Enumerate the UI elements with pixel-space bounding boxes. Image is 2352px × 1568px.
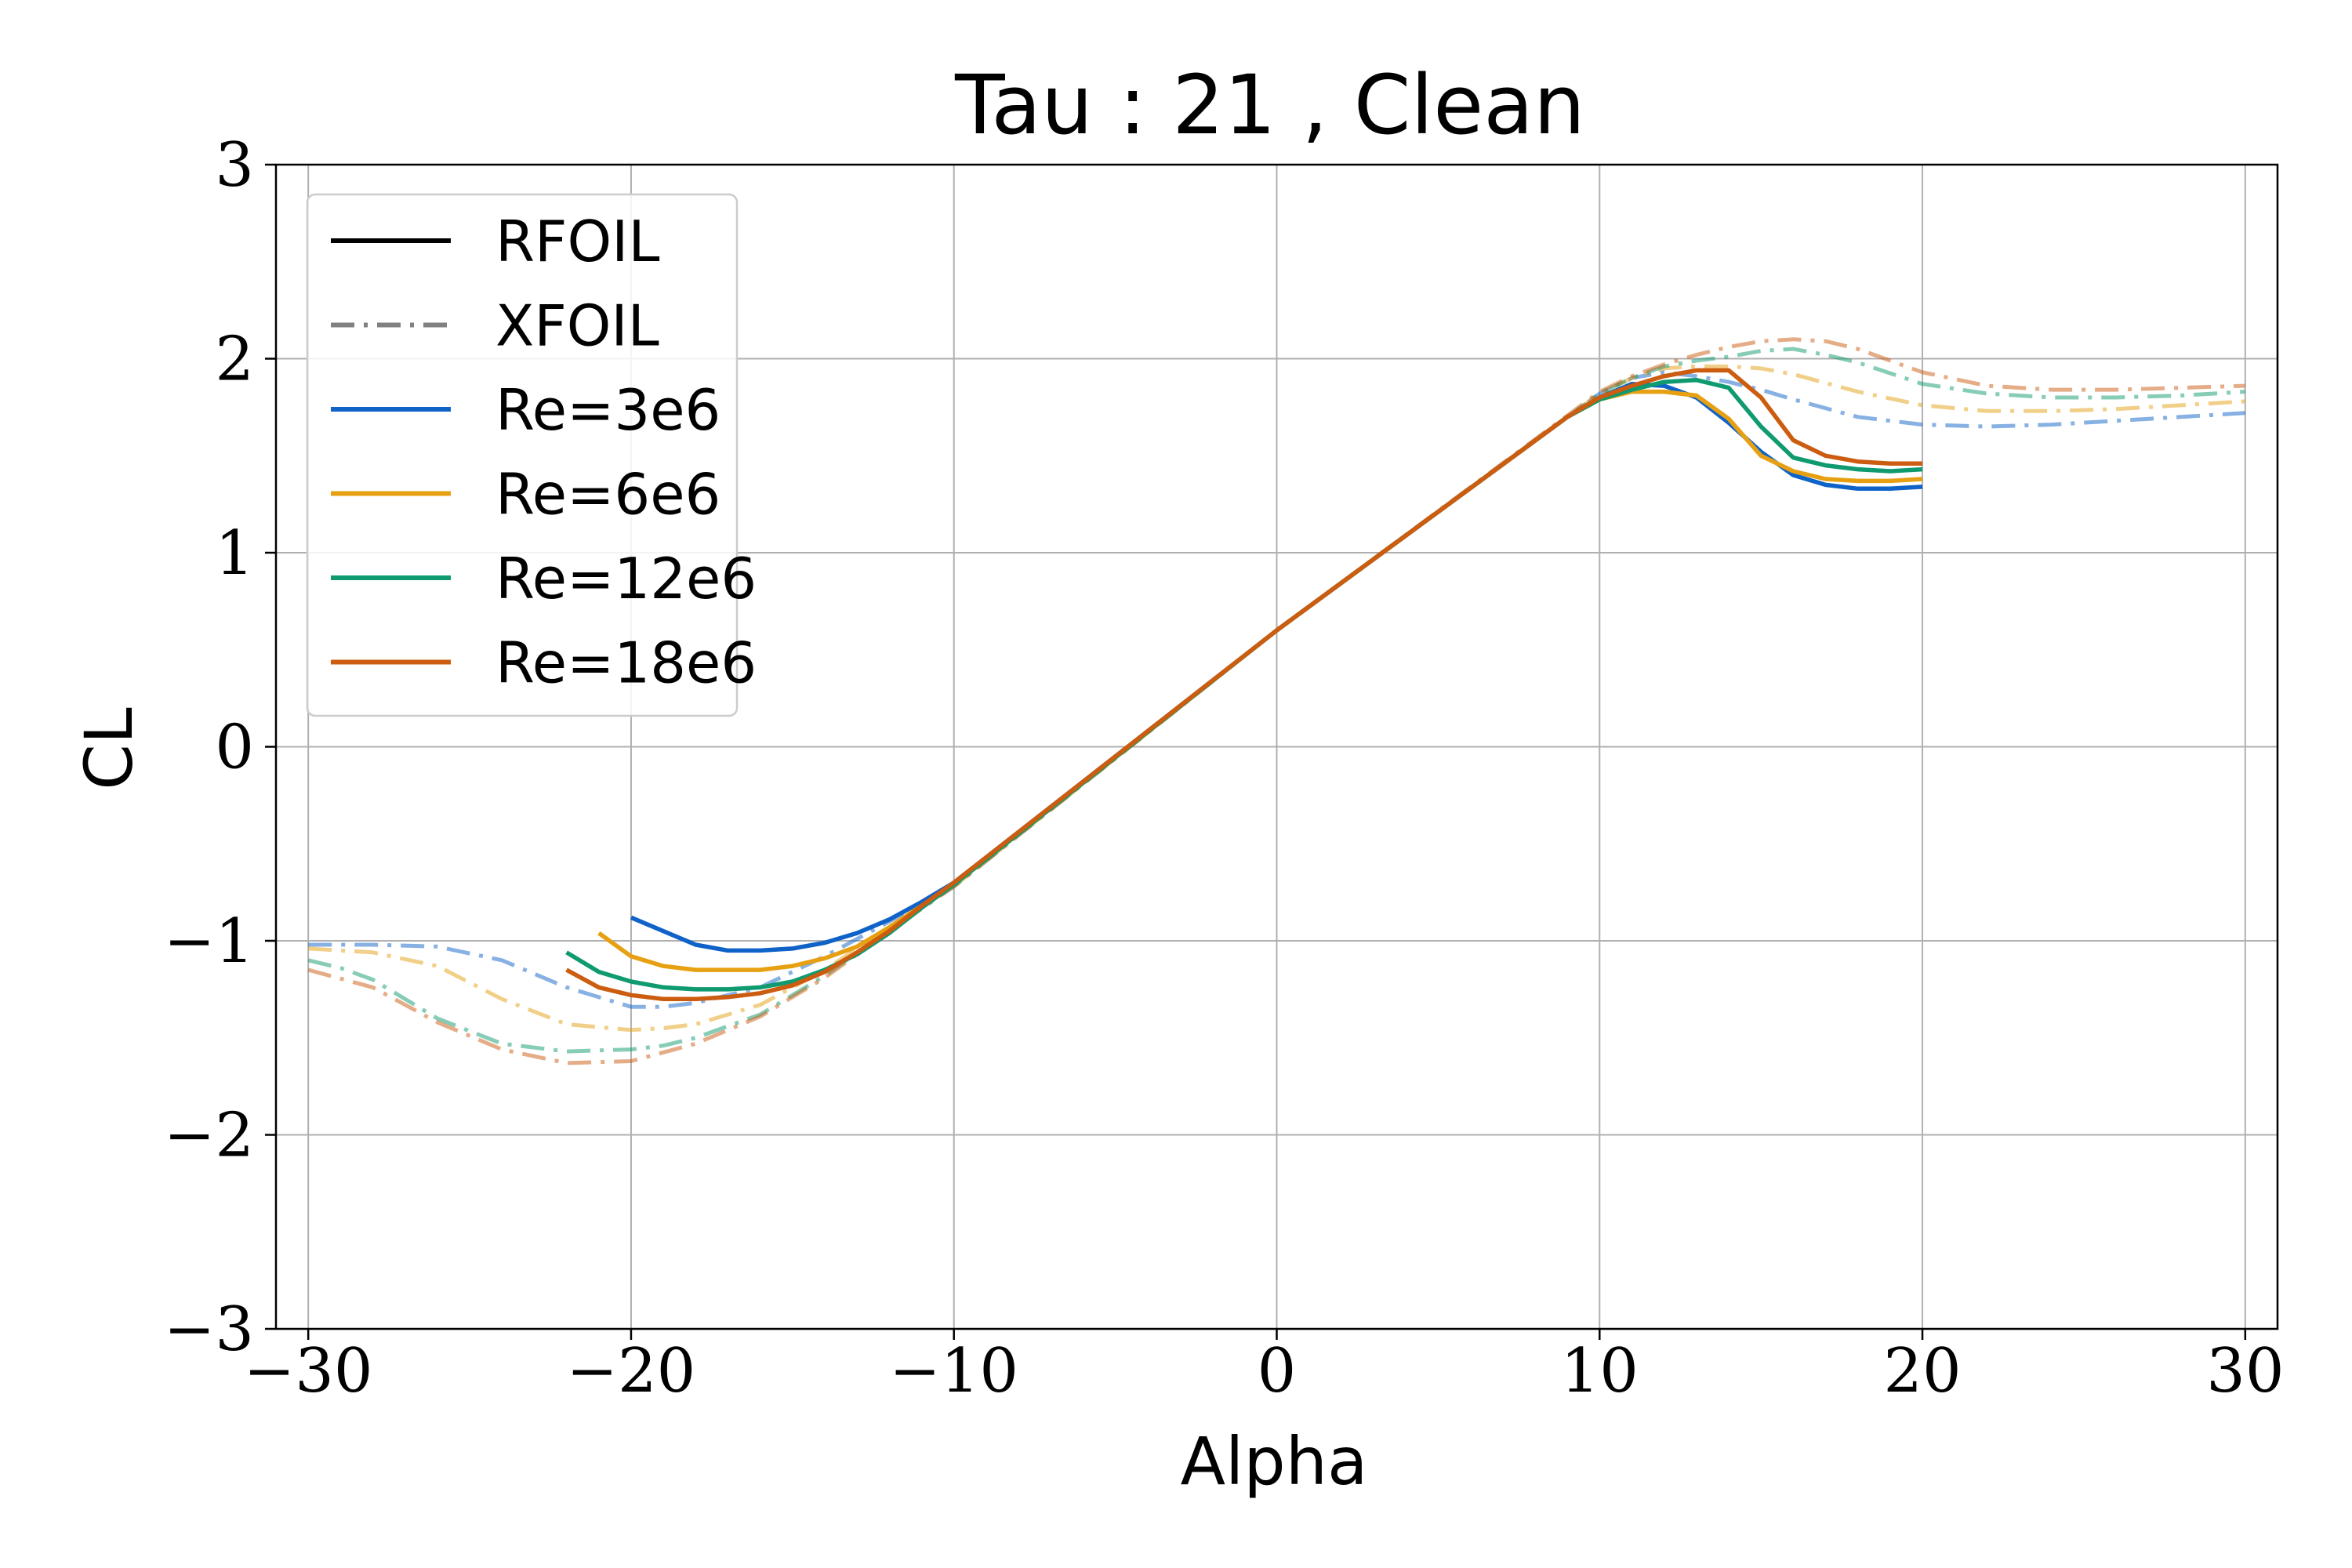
x-tick-label: 30 bbox=[2206, 1336, 2284, 1406]
y-axis-label: CL bbox=[71, 707, 147, 790]
legend-label: Re=18e6 bbox=[495, 630, 757, 696]
x-tick-label: −30 bbox=[244, 1336, 373, 1406]
legend-label: Re=12e6 bbox=[495, 546, 757, 612]
legend: RFOIL XFOIL Re=3e6 Re=6e6 Re=12e6 Re=18e6 bbox=[306, 193, 757, 717]
x-tick-label: 0 bbox=[1258, 1336, 1297, 1406]
legend-box bbox=[306, 193, 739, 717]
y-tick-label: 0 bbox=[215, 713, 254, 783]
legend-label: RFOIL bbox=[495, 209, 659, 274]
xfoil-series-re-18e6 bbox=[307, 337, 2245, 1065]
x-tick-label: −10 bbox=[889, 1336, 1018, 1406]
xfoil-series-re-3e6 bbox=[308, 370, 2245, 1009]
legend-label: Re=6e6 bbox=[495, 462, 720, 528]
y-tick-label: −3 bbox=[164, 1294, 254, 1365]
legend-label: Re=3e6 bbox=[495, 377, 720, 443]
x-tick-label: −20 bbox=[567, 1336, 696, 1406]
chart-title: Tau : 21 , Clean bbox=[954, 57, 1585, 153]
y-tick-label: −1 bbox=[164, 906, 254, 977]
y-tick-label: 1 bbox=[215, 518, 254, 589]
rfoil-series-re-18e6 bbox=[565, 368, 1922, 1002]
x-tick-label: 10 bbox=[1561, 1336, 1639, 1406]
y-tick-label: 3 bbox=[215, 130, 254, 201]
rfoil-series-re-6e6 bbox=[597, 389, 1923, 972]
xfoil-series-re-6e6 bbox=[308, 364, 2245, 1033]
legend-label: XFOIL bbox=[495, 293, 659, 359]
x-tick-label: 20 bbox=[1883, 1336, 1961, 1406]
y-tick-label: 2 bbox=[215, 325, 254, 395]
rfoil-series-re-12e6 bbox=[565, 377, 1923, 992]
series-layer bbox=[307, 337, 2245, 1065]
x-axis-label: Alpha bbox=[1181, 1423, 1368, 1500]
y-tick-label: −2 bbox=[164, 1101, 254, 1171]
